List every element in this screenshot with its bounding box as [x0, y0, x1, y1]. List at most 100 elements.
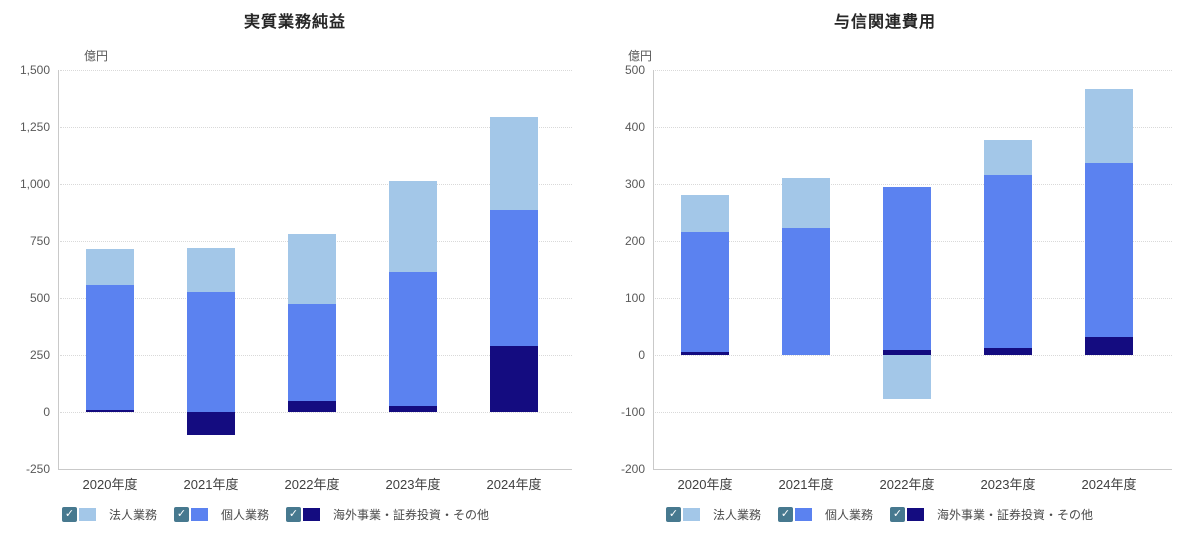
x-axis-label: 2021年度 [183, 477, 239, 492]
y-axis-unit-label: 億円 [84, 49, 109, 63]
chart-title-net-business-profit: 実質業務純益 [243, 14, 346, 31]
gridline [655, 127, 1172, 128]
bar-segment[interactable] [86, 409, 134, 412]
legend-item[interactable]: ✓ 海外事業・証券投資・その他 [286, 506, 489, 523]
y-tick-label: 100 [624, 291, 645, 305]
y-tick-label: 1,500 [19, 63, 50, 77]
legend-item[interactable]: ✓ 海外事業・証券投資・その他 [890, 506, 1093, 523]
legend-label: 個人業務 [825, 508, 874, 522]
checkbox-checked-icon[interactable]: ✓ [62, 507, 77, 522]
checkbox-checked-icon[interactable]: ✓ [778, 507, 794, 522]
y-tick-label: 1,000 [19, 177, 50, 191]
checkbox-checked-icon[interactable]: ✓ [286, 507, 302, 522]
x-axis-label: 2022年度 [284, 477, 340, 492]
x-axis-label: 2024年度 [1081, 477, 1137, 492]
bar-segment[interactable] [681, 195, 729, 233]
y-tick-label: 400 [624, 120, 645, 134]
bar-segment[interactable] [389, 180, 437, 272]
bar-segment[interactable] [1085, 336, 1133, 355]
gridline [655, 70, 1172, 71]
y-tick-label: 750 [29, 234, 50, 248]
bar-segment[interactable] [1085, 88, 1133, 163]
bar-segment[interactable] [1085, 162, 1133, 337]
bar-segment[interactable] [187, 292, 235, 412]
bar-segment[interactable] [782, 178, 830, 229]
bar-segment[interactable] [490, 345, 538, 412]
bar-segment[interactable] [681, 232, 729, 353]
bar-segment[interactable] [187, 247, 235, 293]
legend-color-swatch [683, 508, 700, 521]
legend-item[interactable]: ✓ 個人業務 [778, 506, 873, 523]
y-tick-label: 250 [29, 348, 50, 362]
bar-segment[interactable] [288, 303, 336, 401]
y-tick-label: 500 [29, 291, 50, 305]
x-axis-label: 2020年度 [677, 477, 733, 492]
bar-segment[interactable] [984, 140, 1032, 176]
legend-label: 法人業務 [109, 508, 158, 522]
y-tick-label: 500 [624, 63, 645, 77]
legend-item[interactable]: ✓ 個人業務 [174, 506, 269, 523]
legend-label: 海外事業・証券投資・その他 [333, 508, 490, 522]
gridline [60, 412, 572, 413]
x-axis-label: 2022年度 [879, 477, 935, 492]
bar-segment[interactable] [86, 285, 134, 410]
gridline [60, 127, 572, 128]
y-axis-unit-label: 億円 [628, 49, 653, 63]
y-tick-label: 200 [624, 234, 645, 248]
legend-color-swatch [191, 508, 209, 521]
bar-segment[interactable] [984, 348, 1032, 355]
legend-item[interactable]: ✓ 法人業務 [666, 506, 761, 523]
checkbox-checked-icon[interactable]: ✓ [666, 507, 681, 522]
bar-segment[interactable] [389, 406, 437, 412]
x-axis-label: 2021年度 [778, 477, 834, 492]
legend-color-swatch [303, 508, 321, 521]
x-axis-label: 2023年度 [980, 477, 1036, 492]
x-axis-line [58, 469, 572, 470]
chart-legend: ✓ 法人業務 ✓ 個人業務 ✓ 海外事業・証券投資・その他 [62, 506, 489, 523]
legend-label: 個人業務 [221, 508, 270, 522]
bar-segment[interactable] [883, 355, 931, 400]
bar-segment[interactable] [883, 187, 931, 350]
legend-label: 法人業務 [713, 508, 762, 522]
bar-segment[interactable] [883, 349, 931, 355]
bar-segment[interactable] [288, 234, 336, 304]
gridline [60, 184, 572, 185]
chart-panel-credit-costs: 与信関連費用 億円 500 400 300 200 100 0 -100 -200 2020年度… [590, 0, 1180, 536]
bar-segment[interactable] [288, 400, 336, 412]
x-axis-label: 2023年度 [385, 477, 441, 492]
x-axis-label: 2024年度 [486, 477, 542, 492]
legend-color-swatch [907, 508, 925, 521]
bar-segment[interactable] [984, 175, 1032, 349]
chart-title-credit-costs: 与信関連費用 [833, 14, 936, 31]
y-tick-label: 1,250 [19, 120, 50, 134]
legend-color-swatch [795, 508, 813, 521]
bar-segment[interactable] [389, 271, 437, 407]
y-tick-label: -250 [25, 462, 50, 476]
y-tick-label: 300 [624, 177, 645, 191]
bar-segment[interactable] [681, 352, 729, 355]
checkbox-checked-icon[interactable]: ✓ [890, 507, 906, 522]
bar-segment[interactable] [187, 412, 235, 435]
y-axis-line [653, 70, 654, 469]
bar-segment[interactable] [86, 248, 134, 286]
chart-panel-net-business-profit: 実質業務純益 億円 1,500 1,250 1,000 750 500 250 0 -250 2… [19, 14, 572, 523]
bar-segment[interactable] [490, 210, 538, 346]
y-tick-label: 0 [43, 405, 50, 419]
legend-color-swatch [79, 508, 96, 521]
y-tick-label: 0 [638, 348, 645, 362]
gridline [655, 184, 1172, 185]
checkbox-checked-icon[interactable]: ✓ [174, 507, 190, 522]
bar-segment[interactable] [490, 116, 538, 211]
legend-item[interactable]: ✓ 法人業務 [62, 506, 157, 523]
y-tick-label: -200 [620, 462, 645, 476]
chart-legend: ✓ 法人業務 ✓ 個人業務 ✓ 海外事業・証券投資・その他 [666, 506, 1093, 523]
x-axis-label: 2020年度 [82, 477, 138, 492]
legend-label: 海外事業・証券投資・その他 [937, 508, 1094, 522]
bar-segment[interactable] [782, 228, 830, 355]
gridline [60, 70, 572, 71]
x-axis-line [653, 469, 1172, 470]
y-tick-label: -100 [620, 405, 645, 419]
gridline [655, 412, 1172, 413]
y-axis-line [58, 70, 59, 469]
